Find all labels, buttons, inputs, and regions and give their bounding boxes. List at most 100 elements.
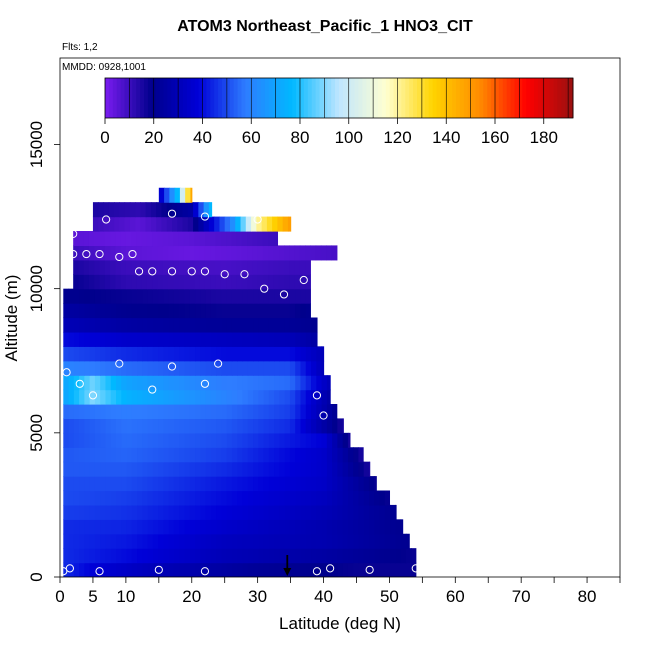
measurement-point [339, 379, 348, 388]
heatmap-cell [216, 476, 223, 492]
x-tick-label: 0 [55, 587, 64, 606]
measurement-point [154, 565, 163, 574]
heatmap-cell [116, 360, 122, 376]
heatmap-cell [226, 404, 233, 420]
heatmap-cell [305, 346, 312, 362]
heatmap-cell [278, 274, 285, 290]
heatmap-cell [252, 259, 259, 275]
heatmap-cell [258, 288, 265, 304]
heatmap-cell [116, 519, 122, 535]
heatmap-cell [221, 447, 228, 463]
heatmap-cell [195, 346, 201, 362]
heatmap-cell [400, 533, 407, 549]
heatmap-cell [63, 404, 70, 420]
heatmap-cell [258, 389, 265, 405]
x-tick-label: 70 [512, 587, 531, 606]
heatmap-cell [363, 533, 370, 549]
heatmap-cell [116, 404, 122, 420]
measurement-points [60, 206, 532, 576]
heatmap-cell [390, 504, 396, 520]
colorbar-swatch [206, 78, 211, 118]
heatmap-cell [305, 432, 312, 448]
colorbar-swatch [440, 78, 445, 118]
colorbar-swatch [136, 78, 141, 118]
heatmap-cell [258, 504, 265, 520]
heatmap-cell [173, 461, 180, 477]
heatmap-cell [300, 476, 307, 492]
heatmap-cell [100, 432, 107, 448]
measurement-point [148, 385, 157, 394]
heatmap-cell [216, 548, 223, 564]
heatmap-cell [347, 447, 354, 463]
heatmap-cell [105, 504, 112, 520]
heatmap-cell [89, 317, 96, 333]
heatmap-cell [89, 331, 96, 347]
heatmap-cell [210, 418, 217, 434]
heatmap-cell [120, 245, 127, 261]
heatmap-cell [289, 288, 296, 304]
heatmap-cell [221, 533, 228, 549]
heatmap-cell [195, 389, 201, 405]
heatmap-cell [311, 519, 317, 535]
colorbar-swatch [303, 78, 309, 118]
colorbar-swatch [315, 78, 320, 118]
heatmap-cell [241, 274, 248, 290]
heatmap-cell [84, 476, 91, 492]
heatmap-cell [332, 447, 338, 463]
heatmap-cell [194, 274, 201, 290]
heatmap-cell [390, 519, 396, 535]
heatmap-cell [363, 476, 370, 492]
heatmap-cell [131, 346, 138, 362]
heatmap-cell [156, 216, 163, 232]
heatmap-cell [105, 346, 112, 362]
heatmap-cell [189, 404, 196, 420]
heatmap-cell [316, 562, 323, 577]
colorbar-swatch [374, 78, 379, 118]
heatmap-band [63, 375, 331, 391]
heatmap-cell [210, 360, 217, 376]
heatmap-cell [294, 245, 301, 261]
heatmap-cell [79, 519, 85, 535]
heatmap-cell [105, 404, 112, 420]
heatmap-cell [124, 202, 131, 218]
colorbar-swatch [264, 78, 270, 118]
heatmap-cell [321, 504, 328, 520]
heatmap-cell [189, 432, 196, 448]
heatmap-cell [110, 447, 117, 463]
colorbar-swatch [147, 78, 153, 118]
heatmap-cell [116, 490, 122, 506]
heatmap-cell [79, 418, 85, 434]
heatmap-cell [121, 375, 128, 391]
heatmap-cell [353, 562, 360, 577]
heatmap-cell [241, 259, 248, 275]
heatmap-cell [84, 490, 91, 506]
heatmap-cell [63, 447, 70, 463]
heatmap-cell [289, 404, 296, 420]
heatmap-cell [137, 447, 143, 463]
heatmap-cell [279, 404, 286, 420]
heatmap-cell [247, 404, 254, 420]
heatmap-cell [68, 418, 75, 434]
heatmap-cell [158, 404, 165, 420]
heatmap-cell [152, 389, 159, 405]
heatmap-cell [126, 288, 133, 304]
heatmap-cell [84, 317, 91, 333]
heatmap-cell [179, 375, 186, 391]
heatmap-cell [326, 490, 333, 506]
heatmap-cell [99, 245, 106, 261]
heatmap-cell [284, 418, 291, 434]
heatmap-cell [242, 519, 249, 535]
heatmap-cell [263, 331, 270, 347]
heatmap-cell [337, 490, 344, 506]
measurement-point [102, 215, 111, 224]
heatmap-cell [305, 375, 312, 391]
heatmap-cell [147, 519, 154, 535]
heatmap-cell [137, 360, 143, 376]
heatmap-cell [142, 562, 149, 577]
heatmap-cell [205, 490, 212, 506]
heatmap-cell [63, 375, 70, 391]
heatmap-cell [92, 216, 99, 232]
colorbar-tick-label: 100 [335, 128, 363, 147]
heatmap-cell [99, 231, 106, 247]
heatmap-cell [363, 504, 370, 520]
